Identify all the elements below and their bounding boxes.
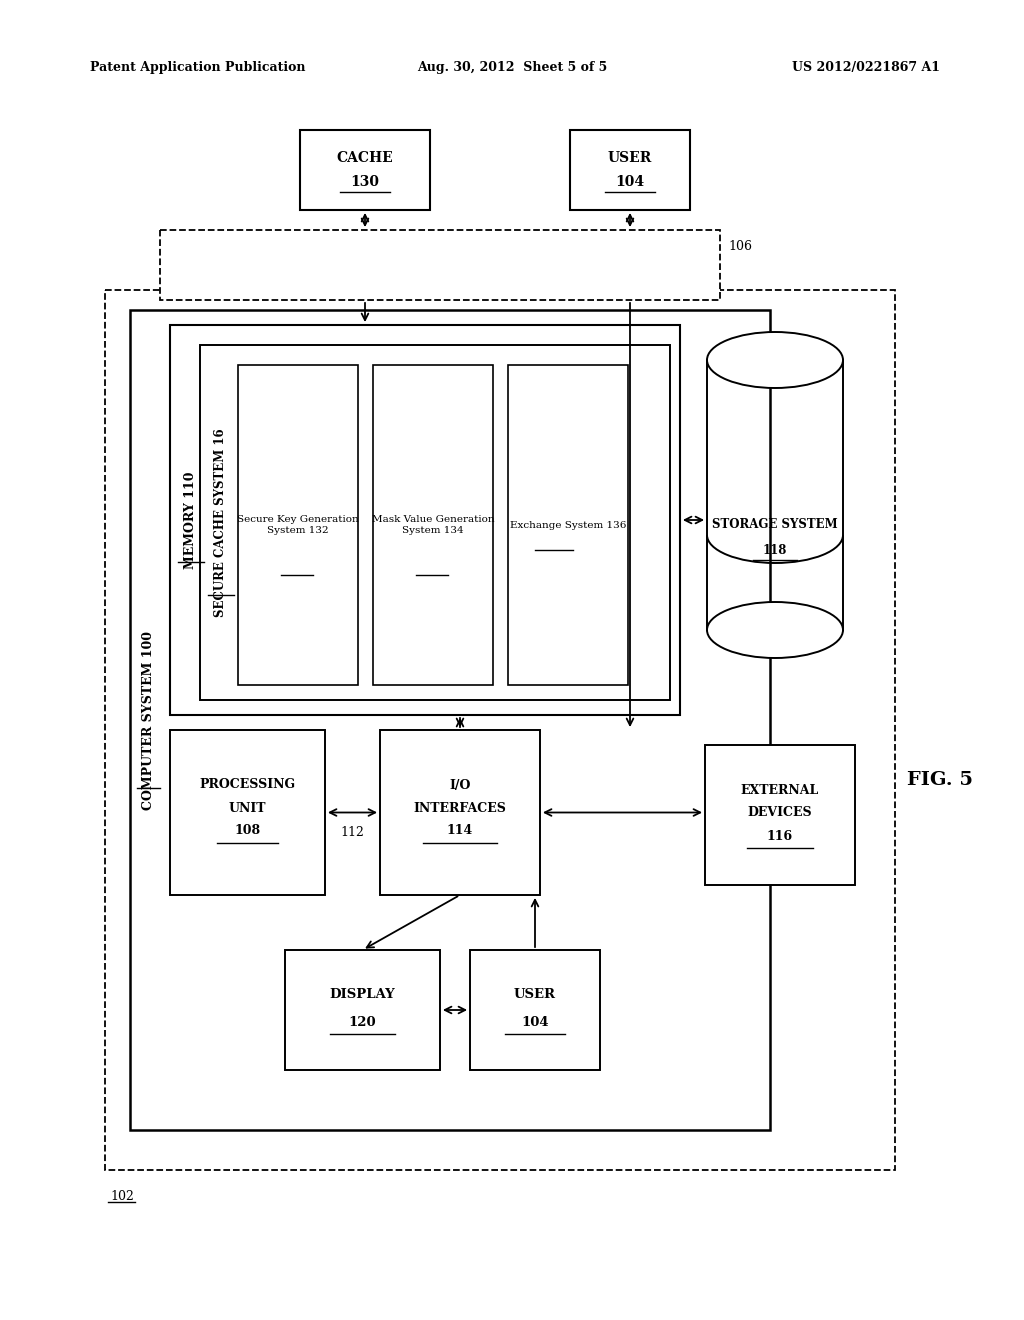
- Text: 114: 114: [446, 825, 473, 837]
- Text: CACHE: CACHE: [337, 150, 393, 165]
- Bar: [705, 744, 855, 884]
- Text: I/O: I/O: [450, 779, 471, 792]
- Text: MEMORY 110: MEMORY 110: [183, 471, 197, 569]
- Bar: [160, 230, 720, 300]
- Text: USER: USER: [514, 989, 556, 1002]
- Text: 112: 112: [341, 826, 365, 840]
- Bar: [373, 366, 493, 685]
- Text: USER: USER: [608, 150, 652, 165]
- Text: 104: 104: [521, 1015, 549, 1028]
- Bar: [170, 730, 325, 895]
- Text: SECURE CACHE SYSTEM 16: SECURE CACHE SYSTEM 16: [213, 428, 226, 616]
- Bar: [508, 366, 628, 685]
- Text: US 2012/0221867 A1: US 2012/0221867 A1: [792, 62, 940, 74]
- Bar: [130, 310, 770, 1130]
- Ellipse shape: [707, 602, 843, 657]
- Text: Patent Application Publication: Patent Application Publication: [90, 62, 305, 74]
- Bar: [238, 366, 358, 685]
- Text: EXTERNAL: EXTERNAL: [741, 784, 819, 796]
- Text: STORAGE SYSTEM: STORAGE SYSTEM: [712, 519, 838, 532]
- Text: 108: 108: [234, 825, 260, 837]
- Text: 106: 106: [728, 239, 752, 252]
- Text: PROCESSING: PROCESSING: [200, 779, 296, 792]
- Text: 130: 130: [350, 176, 380, 189]
- Text: Exchange System 136: Exchange System 136: [510, 520, 627, 529]
- Bar: [200, 345, 670, 700]
- Text: 120: 120: [349, 1015, 376, 1028]
- Text: 102: 102: [110, 1191, 134, 1203]
- Bar: [105, 290, 895, 1170]
- Text: Mask Value Generation
System 134: Mask Value Generation System 134: [372, 515, 495, 535]
- Text: Secure Key Generation
System 132: Secure Key Generation System 132: [238, 515, 358, 535]
- Bar: [380, 730, 540, 895]
- Text: UNIT: UNIT: [228, 801, 266, 814]
- Bar: [285, 950, 440, 1071]
- Bar: [300, 129, 430, 210]
- Text: Aug. 30, 2012  Sheet 5 of 5: Aug. 30, 2012 Sheet 5 of 5: [417, 62, 607, 74]
- Text: 104: 104: [615, 176, 644, 189]
- Text: 118: 118: [763, 544, 787, 557]
- Bar: [570, 129, 690, 210]
- Text: DISPLAY: DISPLAY: [330, 989, 395, 1002]
- Text: COMPUTER SYSTEM 100: COMPUTER SYSTEM 100: [141, 631, 155, 809]
- Ellipse shape: [707, 333, 843, 388]
- Bar: [470, 950, 600, 1071]
- Text: FIG. 5: FIG. 5: [907, 771, 973, 789]
- Text: DEVICES: DEVICES: [748, 807, 812, 820]
- Text: 116: 116: [767, 829, 793, 842]
- Text: INTERFACES: INTERFACES: [414, 801, 507, 814]
- Bar: [170, 325, 680, 715]
